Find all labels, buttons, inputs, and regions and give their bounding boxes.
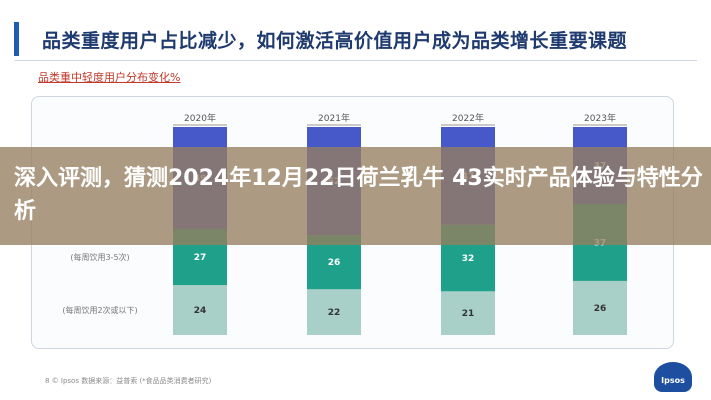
overlay-banner: 深入评测，猜测2024年12月22日荷兰乳牛 43实时产品体验与特性分析 [0,147,711,245]
data-label: 26 [328,258,341,268]
bar-segment [441,291,495,335]
ipsos-logo: Ipsos [654,362,692,392]
x-tick-label: 2023年 [584,112,616,124]
bar-segment [173,285,227,335]
x-tick-label: 2022年 [452,112,484,124]
bar-segment [573,280,627,335]
data-label: 22 [328,308,341,318]
chart-subtitle: 品类重中轻度用户分布变化% [38,71,181,84]
data-label: 21 [462,309,475,319]
data-label: 27 [194,253,207,263]
x-tick-label: 2020年 [184,112,216,124]
x-tick-label: 2021年 [318,112,350,124]
bar-segment [307,289,361,335]
footer-note: 8 © Ipsos 数据来源：益普索 (*食品品类消费者研究) [45,377,212,385]
header-accent-bar [14,22,19,56]
data-label: 24 [194,306,207,316]
title-divider [14,60,697,61]
data-label: 32 [462,254,475,264]
slide-title: 品类重度用户占比减少，如何激活高价值用户成为品类增长重要课题 [42,30,628,52]
data-label: 26 [594,304,607,314]
overlay-headline: 深入评测，猜测2024年12月22日荷兰乳牛 43实时产品体验与特性分析 [14,166,703,224]
series-row-label: (每周饮用3-5次) [70,252,129,262]
series-row-label: (每周饮用2次或以下) [62,305,137,315]
